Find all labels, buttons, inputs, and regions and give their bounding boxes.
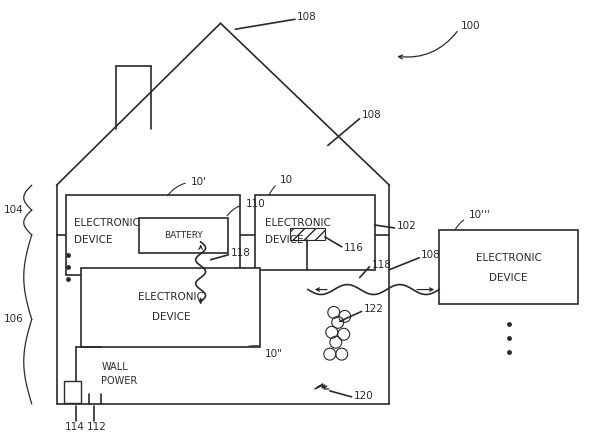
Text: WALL: WALL (101, 362, 128, 372)
Bar (82, 268, 260, 347)
Text: DEVICE: DEVICE (490, 272, 528, 283)
Bar (439, 230, 578, 304)
Bar (255, 195, 374, 270)
Text: 122: 122 (364, 304, 383, 314)
Bar (64, 381, 82, 403)
Text: 116: 116 (344, 243, 364, 253)
Text: 102: 102 (397, 221, 416, 231)
Bar (67, 195, 241, 275)
Text: DEVICE: DEVICE (265, 235, 304, 245)
Text: 10''': 10''' (455, 210, 491, 230)
Text: 114: 114 (65, 422, 85, 432)
Text: 108: 108 (297, 12, 317, 22)
Bar (290, 228, 325, 240)
Text: 112: 112 (86, 422, 106, 432)
Text: DEVICE: DEVICE (152, 312, 190, 322)
Text: 118: 118 (371, 260, 391, 270)
Text: POWER: POWER (101, 376, 137, 386)
Text: ELECTRONIC: ELECTRONIC (265, 218, 331, 228)
Text: 10": 10" (248, 346, 283, 359)
Text: ELECTRONIC: ELECTRONIC (74, 218, 140, 228)
Text: 118: 118 (230, 248, 250, 258)
Text: 108: 108 (421, 250, 441, 260)
Text: 10': 10' (167, 177, 206, 196)
Text: 110: 110 (227, 199, 265, 216)
Text: 100: 100 (461, 21, 481, 31)
Text: ELECTRONIC: ELECTRONIC (476, 253, 542, 263)
Text: 120: 120 (353, 391, 373, 401)
Text: 104: 104 (4, 205, 24, 215)
Text: 108: 108 (362, 110, 382, 120)
Text: ELECTRONIC: ELECTRONIC (138, 293, 204, 303)
Text: 106: 106 (4, 314, 24, 325)
Text: BATTERY: BATTERY (164, 231, 203, 240)
Text: DEVICE: DEVICE (74, 235, 113, 245)
Bar (139, 218, 229, 253)
Text: 10: 10 (269, 175, 293, 195)
